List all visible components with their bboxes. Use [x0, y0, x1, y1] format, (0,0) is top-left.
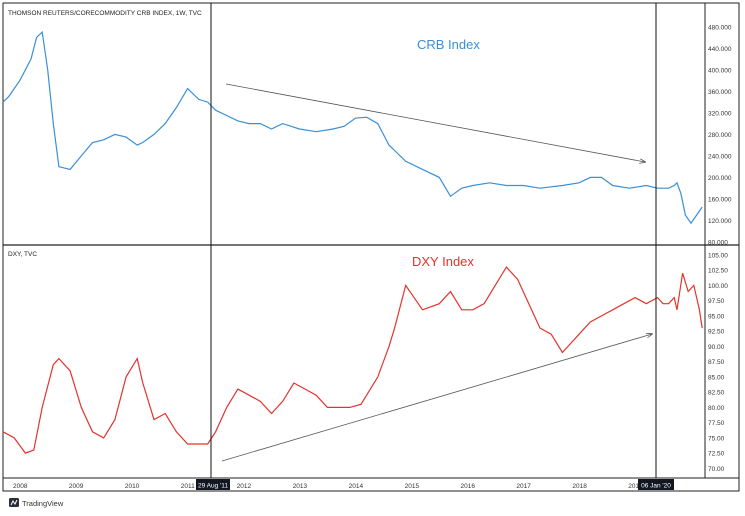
year-label: 2016	[461, 483, 476, 490]
crb-tick-label: 200.000	[708, 175, 732, 182]
dxy-tick-label: 70.00	[708, 466, 725, 473]
dxy-tick-label: 95.00	[708, 313, 725, 320]
year-label: 2009	[69, 483, 84, 490]
crb-tick-label: 320.000	[708, 110, 732, 117]
dxy-tick-label: 72.50	[708, 451, 725, 458]
year-label: 2017	[516, 483, 531, 490]
year-label: 2012	[237, 483, 252, 490]
year-label: 2011	[181, 483, 195, 490]
crb-tick-label: 480.000	[708, 24, 732, 31]
dxy-tick-label: 92.50	[708, 329, 725, 336]
dxy-tick-label: 82.50	[708, 390, 725, 397]
dxy-trend-arrow	[221, 334, 652, 462]
crb-annotation: CRB Index	[417, 37, 480, 52]
year-label: 2010	[125, 483, 140, 490]
dxy-annotation: DXY Index	[412, 254, 474, 269]
crb-tick-label: 400.000	[708, 67, 732, 74]
dxy-tick-label: 102.50	[708, 268, 728, 275]
dxy-pane[interactable]: DXY, TVC DXY Index 105.00 102.50 100.00 97.…	[2, 251, 728, 473]
dxy-y-axis: 105.00 102.50 100.00 97.50 95.00 92.50 90.00 87…	[708, 252, 728, 473]
dxy-tick-label: 87.50	[708, 359, 725, 366]
year-label: 2013	[293, 483, 308, 490]
dxy-tick-label: 75.00	[708, 435, 725, 442]
year-label: 2019	[628, 483, 643, 490]
crb-tick-label: 360.000	[708, 89, 732, 96]
crb-tick-label: 240.000	[708, 153, 732, 160]
dxy-tick-label: 105.00	[708, 252, 728, 259]
crb-trend-arrow	[225, 83, 645, 162]
date-badge-jan-2020: 06 Jan '20	[638, 479, 674, 490]
year-label: 2015	[405, 483, 420, 490]
dxy-tick-label: 77.50	[708, 420, 725, 427]
year-label: 2008	[13, 483, 28, 490]
date-badge-aug-2011-label: 29 Aug '11	[198, 483, 228, 490]
dxy-tick-label: 100.00	[708, 283, 728, 290]
year-label: 2018	[572, 483, 587, 490]
crb-tick-label: 120.000	[708, 218, 732, 225]
dxy-tick-label: 85.00	[708, 374, 725, 381]
date-badge-jan-2020-label: 06 Jan '20	[641, 483, 671, 490]
crb-tick-label: 440.000	[708, 46, 732, 53]
crb-symbol-label: THOMSON REUTERS/CORECOMMODITY CRB INDEX,…	[8, 10, 202, 17]
crb-pane[interactable]: THOMSON REUTERS/CORECOMMODITY CRB INDEX,…	[2, 10, 732, 247]
dxy-tick-label: 90.00	[708, 344, 725, 351]
crb-series-line	[2, 30, 703, 225]
tradingview-brand: TradingView	[22, 499, 64, 508]
date-badge-aug-2011: 29 Aug '11	[196, 479, 230, 490]
dxy-tick-label: 97.50	[708, 298, 725, 305]
dxy-tick-label: 80.00	[708, 405, 725, 412]
crb-tick-label: 280.000	[708, 132, 732, 139]
crb-tick-label: 160.000	[708, 197, 732, 204]
dxy-symbol-label: DXY, TVC	[8, 251, 37, 258]
plot-border	[2, 2, 740, 492]
year-label: 2014	[349, 483, 364, 490]
crb-tick-label: 80.000	[708, 240, 728, 247]
tradingview-logo[interactable]: TradingView	[9, 498, 64, 508]
time-axis: 2008 2009 2010 2011 2012 2013 2014 2015 2016 2017…	[13, 483, 643, 490]
dxy-series-line	[2, 266, 703, 454]
crb-y-axis: 480.000 440.000 400.000 360.000 320.000 280.0…	[708, 24, 732, 246]
